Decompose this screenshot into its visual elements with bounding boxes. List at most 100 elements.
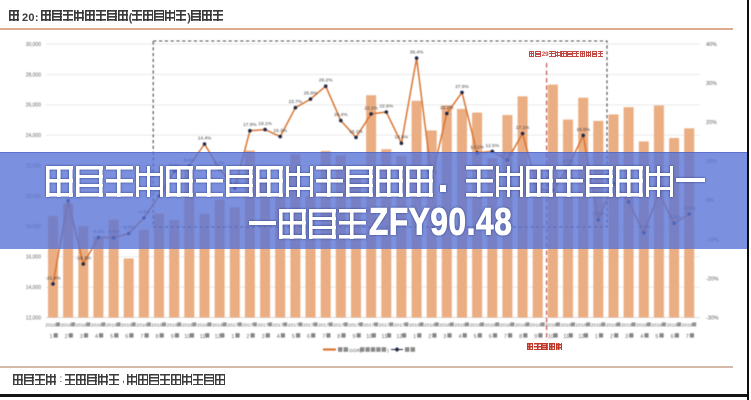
svg-text:23.7%: 23.7% (289, 99, 303, 105)
svg-text:7: 7 (686, 334, 689, 340)
svg-text:2019: 2019 (651, 323, 662, 329)
svg-text:30%: 30% (706, 81, 717, 87)
svg-text:2019: 2019 (666, 323, 677, 329)
svg-text:2016: 2016 (60, 323, 71, 329)
svg-text:2: 2 (428, 334, 431, 340)
svg-text:14,000: 14,000 (26, 285, 42, 291)
svg-text:4: 4 (277, 334, 280, 340)
svg-text:36.4%: 36.4% (410, 50, 424, 56)
svg-text:27.6%: 27.6% (455, 84, 469, 90)
svg-text:20.4%: 20.4% (334, 112, 348, 118)
svg-text:-20%: -20% (706, 276, 719, 282)
svg-text:8: 8 (519, 334, 522, 340)
svg-text:4: 4 (459, 334, 462, 340)
svg-text:25.9%: 25.9% (304, 91, 318, 97)
svg-text:8: 8 (337, 334, 340, 340)
svg-text:2018: 2018 (560, 323, 571, 329)
svg-text:2017: 2017 (227, 323, 238, 329)
svg-text:16.1%: 16.1% (349, 129, 363, 135)
svg-text:2017: 2017 (273, 323, 284, 329)
svg-text:6: 6 (489, 334, 492, 340)
svg-text:2019: 2019 (636, 323, 647, 329)
svg-text:11: 11 (200, 334, 206, 340)
svg-text:2: 2 (610, 334, 613, 340)
svg-text:18.1%: 18.1% (258, 121, 272, 127)
svg-text:9: 9 (534, 334, 537, 340)
svg-text:2016: 2016 (45, 323, 56, 329)
svg-text:2018: 2018 (515, 323, 526, 329)
svg-text:11: 11 (563, 334, 569, 340)
svg-text:-16.3%: -16.3% (76, 255, 92, 261)
svg-text:3: 3 (80, 334, 83, 340)
svg-text:2016: 2016 (151, 323, 162, 329)
svg-text:12,000: 12,000 (26, 315, 42, 321)
svg-text:26,000: 26,000 (26, 103, 42, 109)
svg-text:6: 6 (125, 334, 128, 340)
svg-text:): ) (387, 348, 389, 354)
svg-text:16,000: 16,000 (26, 255, 42, 261)
svg-text:GGR(: GGR( (349, 348, 362, 354)
svg-text:2017: 2017 (257, 323, 268, 329)
svg-text:1: 1 (595, 334, 598, 340)
svg-text:2016: 2016 (212, 323, 223, 329)
svg-text:2017: 2017 (394, 323, 405, 329)
svg-text:3: 3 (625, 334, 628, 340)
svg-text:6: 6 (671, 334, 674, 340)
svg-text:9: 9 (171, 334, 174, 340)
svg-text:12: 12 (396, 334, 402, 340)
svg-text:2018: 2018 (530, 323, 541, 329)
svg-text:2018: 2018 (409, 323, 420, 329)
svg-text:2018: 2018 (545, 323, 556, 329)
svg-text:2019: 2019 (621, 323, 632, 329)
svg-text:3: 3 (262, 334, 265, 340)
svg-text:14.4%: 14.4% (198, 135, 212, 141)
svg-text:1: 1 (231, 334, 234, 340)
svg-text:17.1%: 17.1% (516, 125, 530, 131)
svg-text:1: 1 (50, 334, 53, 340)
svg-text:5: 5 (655, 334, 658, 340)
svg-text:2019: 2019 (606, 323, 617, 329)
svg-text:2016: 2016 (167, 323, 178, 329)
svg-text:-30%: -30% (706, 315, 719, 321)
svg-text:10: 10 (366, 334, 372, 340)
svg-text:24,000: 24,000 (26, 133, 42, 139)
svg-text:2017: 2017 (333, 323, 344, 329)
svg-text:2017: 2017 (288, 323, 299, 329)
svg-text:8: 8 (156, 334, 159, 340)
svg-text:5: 5 (474, 334, 477, 340)
svg-text:17.8%: 17.8% (243, 122, 257, 128)
svg-text:2017: 2017 (303, 323, 314, 329)
svg-text:22.6%: 22.6% (379, 103, 393, 109)
svg-text:6: 6 (307, 334, 310, 340)
svg-text:2: 2 (246, 334, 249, 340)
svg-text:22.1%: 22.1% (364, 105, 378, 111)
svg-text:2016: 2016 (91, 323, 102, 329)
svg-text:2017: 2017 (363, 323, 374, 329)
svg-text:11: 11 (381, 334, 387, 340)
svg-text:2018: 2018 (454, 323, 465, 329)
svg-text:5: 5 (292, 334, 295, 340)
svg-text:20%: 20% (706, 120, 717, 126)
svg-text:9: 9 (353, 334, 356, 340)
svg-text:7: 7 (140, 334, 143, 340)
svg-text:16.3%: 16.3% (273, 128, 287, 134)
svg-text:2016: 2016 (197, 323, 208, 329)
svg-text:2016: 2016 (121, 323, 132, 329)
svg-text:4: 4 (640, 334, 643, 340)
svg-text:2019: 2019 (591, 323, 602, 329)
svg-text:2017: 2017 (348, 323, 359, 329)
svg-text:2018: 2018 (485, 323, 496, 329)
svg-text:2016: 2016 (136, 323, 147, 329)
svg-text:14.6%: 14.6% (395, 135, 409, 141)
svg-text:10: 10 (184, 334, 190, 340)
svg-text:28,000: 28,000 (26, 72, 42, 78)
svg-text:4: 4 (95, 334, 98, 340)
svg-text:29.2%: 29.2% (319, 78, 333, 84)
svg-text:2016: 2016 (76, 323, 87, 329)
svg-text:2017: 2017 (242, 323, 253, 329)
svg-text:1: 1 (413, 334, 416, 340)
svg-text:-21.4%: -21.4% (45, 275, 61, 281)
svg-text:2018: 2018 (439, 323, 450, 329)
svg-text:40%: 40% (706, 42, 717, 48)
svg-text:2018: 2018 (424, 323, 435, 329)
